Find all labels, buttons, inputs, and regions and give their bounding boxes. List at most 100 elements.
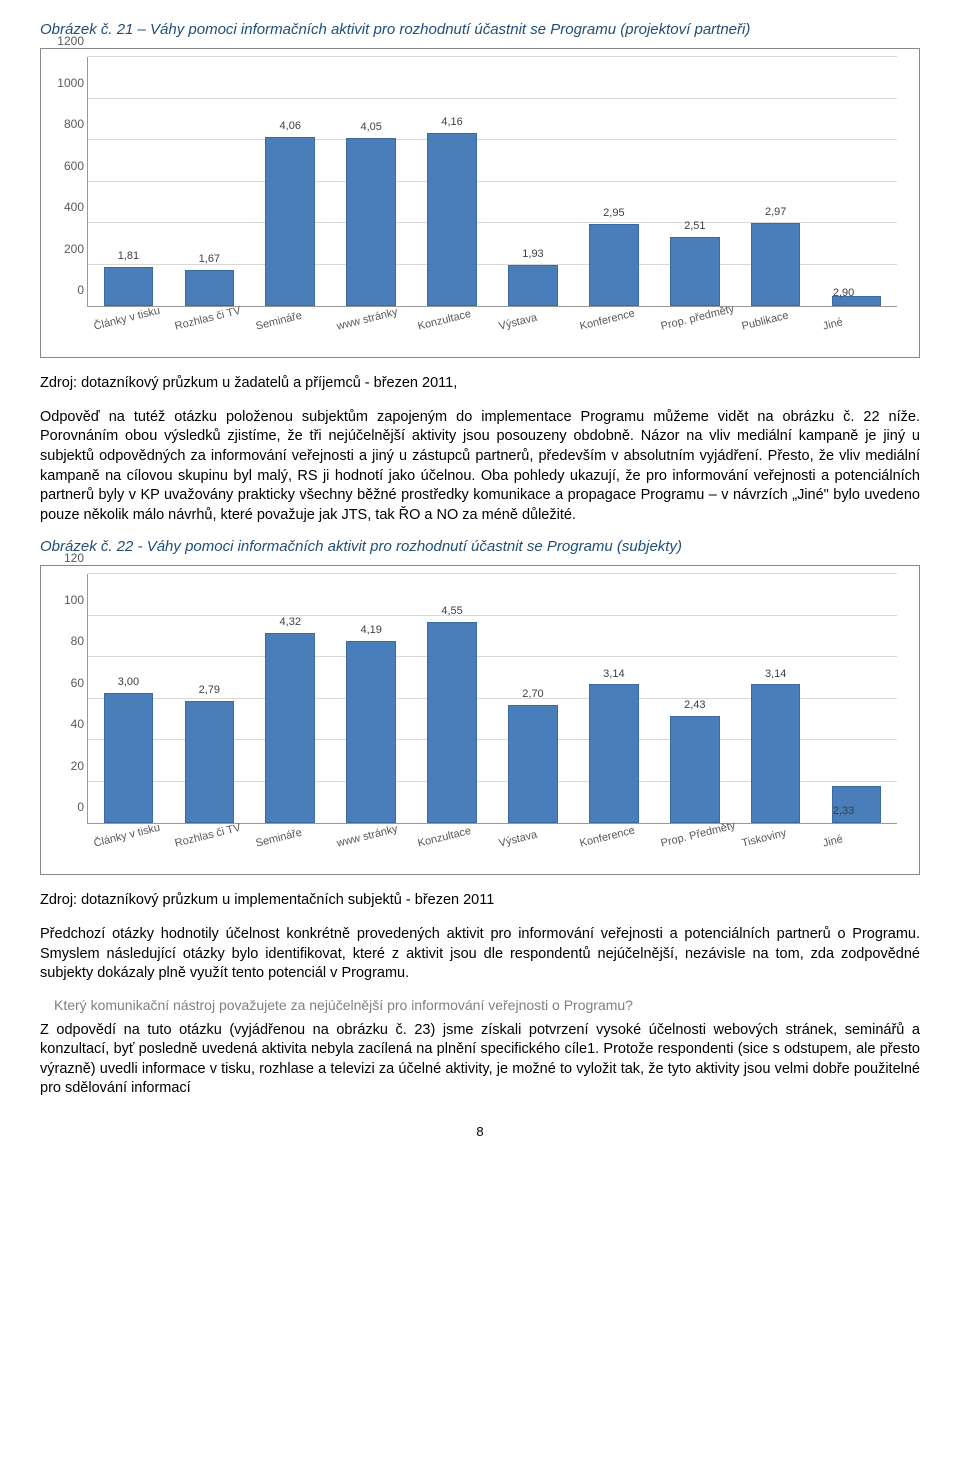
x-category-label: Prop. předměty	[657, 301, 747, 365]
x-category-label: Konference	[576, 301, 666, 365]
bar-value-label: 2,90	[833, 286, 854, 301]
bar-slot: 2,90	[816, 57, 897, 306]
x-category-label: Semináře	[252, 818, 342, 882]
figure-caption-21: Obrázek č. 21 – Váhy pomoci informačních…	[40, 20, 920, 40]
bar-value-label: 1,81	[118, 249, 139, 264]
bar	[265, 137, 315, 306]
bar-slot: 3,00	[88, 574, 169, 823]
bar	[104, 693, 154, 824]
paragraph-3: Z odpovědí na tuto otázku (vyjádřenou na…	[40, 1021, 920, 1099]
bar	[185, 270, 235, 306]
bar-slot: 1,81	[88, 57, 169, 306]
bar-slot: 2,51	[654, 57, 735, 306]
y-tick-label: 800	[50, 116, 84, 132]
bar-value-label: 4,05	[360, 120, 381, 135]
bar-slot: 2,33	[816, 574, 897, 823]
x-category-label: Výstava	[495, 301, 585, 365]
question-text: Který komunikační nástroj považujete za …	[54, 996, 920, 1015]
bar-slot: 2,43	[654, 574, 735, 823]
bar	[508, 265, 558, 307]
paragraph-1: Odpověď na tutéž otázku položenou subjek…	[40, 408, 920, 525]
bar-value-label: 4,16	[441, 115, 462, 130]
bar: 2,33	[832, 786, 882, 823]
bar-slot: 4,06	[250, 57, 331, 306]
bar-value-label: 4,19	[360, 623, 381, 638]
chart-21-xlabels: Články v tiskuRozhlas či TVSeminářewww s…	[87, 307, 897, 353]
figure-caption-22: Obrázek č. 22 - Váhy pomoci informačních…	[40, 537, 920, 557]
bar	[427, 133, 477, 306]
bar-value-label: 4,32	[280, 615, 301, 630]
bar-value-label: 1,67	[199, 252, 220, 267]
chart-21-plot: 0200400600800100012001,811,674,064,054,1…	[87, 57, 897, 307]
bar	[751, 223, 801, 306]
x-category-label: Publikace	[738, 301, 828, 365]
y-tick-label: 120	[50, 550, 84, 566]
bar-slot: 2,95	[573, 57, 654, 306]
source-2: Zdroj: dotazníkový průzkum u implementač…	[40, 891, 920, 911]
x-category-label: www stránky	[333, 818, 423, 882]
x-category-label: Semináře	[252, 301, 342, 365]
y-tick-label: 400	[50, 199, 84, 215]
y-tick-label: 1200	[50, 33, 84, 49]
bar-value-label: 4,06	[280, 119, 301, 134]
bar	[265, 633, 315, 824]
source-1: Zdroj: dotazníkový průzkum u žadatelů a …	[40, 374, 920, 394]
bar-slot: 4,19	[331, 574, 412, 823]
chart-22: 0204060801001203,002,794,324,194,552,703…	[40, 565, 920, 875]
y-tick-label: 600	[50, 157, 84, 173]
bar	[751, 684, 801, 823]
bar-slot: 4,55	[412, 574, 493, 823]
bar-value-label: 3,14	[603, 667, 624, 682]
bar-slot: 2,97	[735, 57, 816, 306]
x-category-label: Jiné	[819, 301, 909, 365]
bar	[670, 716, 720, 824]
x-category-label: Prop. Předměty	[657, 818, 747, 882]
bar-slot: 3,14	[735, 574, 816, 823]
bar	[104, 267, 154, 306]
bar-slot: 4,16	[412, 57, 493, 306]
y-tick-label: 80	[50, 633, 84, 649]
bar	[589, 684, 639, 823]
y-tick-label: 0	[50, 799, 84, 815]
bar	[346, 138, 396, 306]
y-tick-label: 20	[50, 758, 84, 774]
paragraph-2: Předchozí otázky hodnotily účelnost konk…	[40, 925, 920, 984]
bar	[508, 705, 558, 823]
chart-21: 0200400600800100012001,811,674,064,054,1…	[40, 48, 920, 358]
bars-row: 1,81 1,67 4,06 4,05 4,16 1,93 2,95 2,51 2,97 2,90	[88, 57, 897, 306]
bar-value-label: 2,43	[684, 698, 705, 713]
x-category-label: Rozhlas či TV	[171, 301, 261, 365]
y-tick-label: 200	[50, 240, 84, 256]
bar-value-label: 3,00	[118, 675, 139, 690]
bar-slot: 4,05	[331, 57, 412, 306]
bar	[185, 701, 235, 823]
bar-value-label: 2,70	[522, 687, 543, 702]
x-category-label: Jiné	[819, 818, 909, 882]
bar-value-label: 2,97	[765, 205, 786, 220]
bar-value-label: 2,33	[833, 804, 854, 819]
x-category-label: Konzultace	[414, 818, 504, 882]
y-tick-label: 60	[50, 675, 84, 691]
bar-slot: 1,67	[169, 57, 250, 306]
bar-slot: 1,93	[493, 57, 574, 306]
chart-22-plot: 0204060801001203,002,794,324,194,552,703…	[87, 574, 897, 824]
bar-slot: 2,70	[493, 574, 574, 823]
x-category-label: Články v tisku	[90, 818, 180, 882]
bar	[427, 622, 477, 823]
bars-row: 3,002,794,324,194,552,703,142,433,142,33	[88, 574, 897, 823]
bar	[346, 641, 396, 824]
x-category-label: Rozhlas či TV	[171, 818, 261, 882]
x-category-label: Výstava	[495, 818, 585, 882]
bar	[589, 224, 639, 306]
bar-value-label: 2,95	[603, 206, 624, 221]
y-tick-label: 40	[50, 716, 84, 732]
bar-value-label: 1,93	[522, 247, 543, 262]
y-tick-label: 100	[50, 592, 84, 608]
page-number: 8	[40, 1123, 920, 1141]
y-tick-label: 0	[50, 282, 84, 298]
bar	[670, 237, 720, 307]
x-category-label: Články v tisku	[90, 301, 180, 365]
y-tick-label: 1000	[50, 74, 84, 90]
x-category-label: Konference	[576, 818, 666, 882]
bar-value-label: 3,14	[765, 667, 786, 682]
